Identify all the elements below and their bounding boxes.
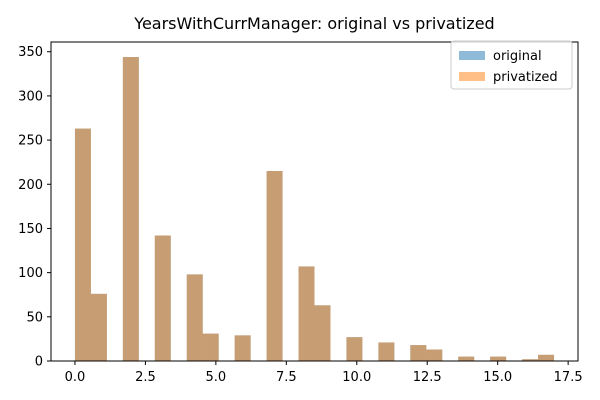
x-tick-label: 7.5 (276, 370, 297, 385)
y-tick-label: 150 (18, 222, 43, 237)
x-tick-label: 17.5 (554, 370, 583, 385)
bar-privatized-0 (74, 128, 91, 361)
bar-privatized-8 (202, 333, 219, 361)
bar-privatized-17 (346, 337, 363, 361)
bar-privatized-14 (298, 266, 315, 361)
x-tick-label: 15.0 (483, 370, 512, 385)
x-axis: 0.0 2.5 5.0 7.5 10.0 12.5 15.0 17.5 (65, 361, 583, 385)
legend-swatch-original (459, 51, 485, 60)
x-tick-label: 10.0 (342, 370, 371, 385)
bar-privatized-10 (234, 335, 251, 361)
bar-privatized-22 (426, 349, 443, 361)
bar-privatized-19 (378, 342, 395, 361)
bar-privatized-26 (490, 356, 507, 361)
bar-privatized-15 (314, 305, 331, 361)
y-tick-label: 100 (18, 266, 43, 281)
y-tick-label: 50 (26, 310, 43, 325)
bar-privatized-7 (186, 274, 203, 361)
bar-privatized-12 (266, 171, 283, 361)
y-tick-label: 200 (18, 178, 43, 193)
legend-label-original: original (493, 49, 542, 64)
bar-privatized-29 (538, 354, 555, 361)
y-tick-label: 250 (18, 134, 43, 149)
bar-privatized-28 (522, 359, 539, 361)
bar-privatized-5 (154, 235, 171, 361)
bars-layer (74, 57, 555, 362)
y-axis: 0 50 100 150 200 250 300 350 (18, 45, 51, 370)
legend-swatch-privatized (459, 72, 485, 81)
chart-title: YearsWithCurrManager: original vs privat… (133, 14, 494, 33)
y-tick-label: 300 (18, 89, 43, 104)
legend-label-privatized: privatized (493, 70, 558, 85)
bar-privatized-24 (458, 356, 475, 361)
y-tick-label: 0 (35, 355, 43, 370)
x-tick-label: 5.0 (206, 370, 227, 385)
bar-privatized-1 (90, 293, 107, 361)
legend: original privatized (450, 40, 573, 90)
bar-privatized-3 (122, 57, 139, 362)
y-tick-label: 350 (18, 45, 43, 60)
bar-privatized-21 (410, 345, 427, 361)
x-tick-label: 0.0 (65, 370, 86, 385)
axes-frame (50, 41, 579, 362)
x-tick-label: 2.5 (135, 370, 156, 385)
x-tick-label: 12.5 (413, 370, 442, 385)
